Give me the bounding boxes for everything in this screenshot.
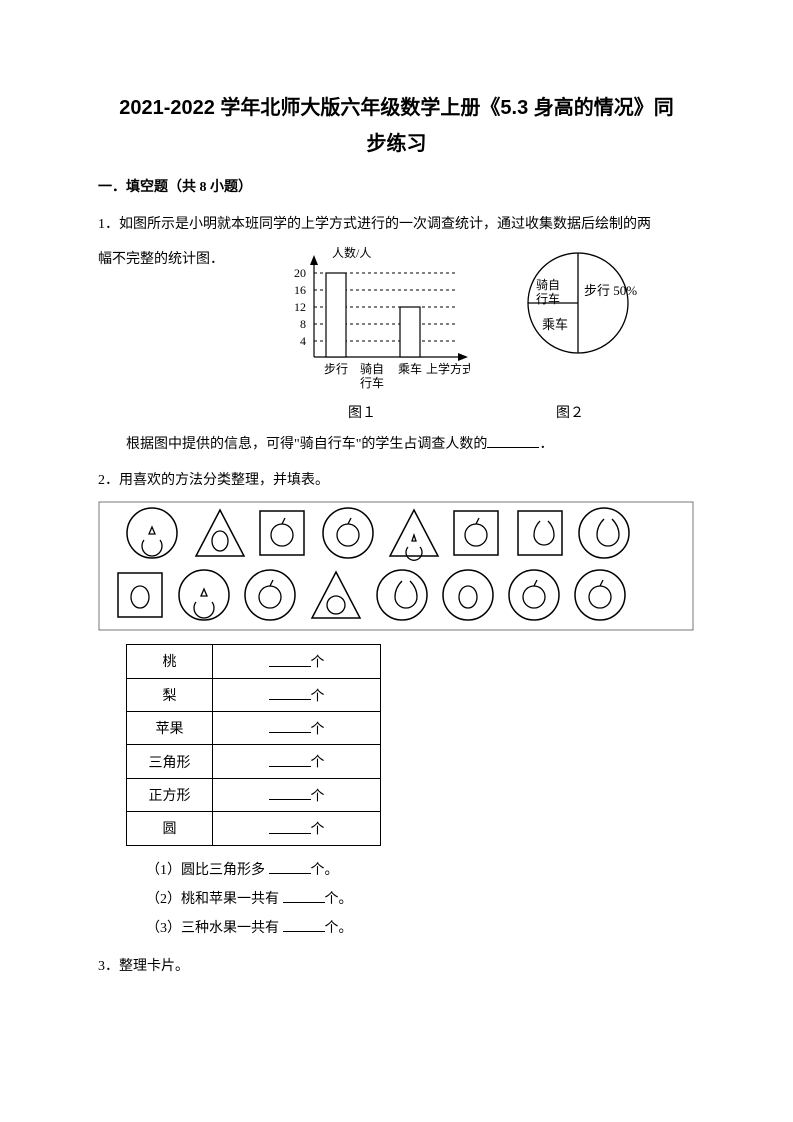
blank-answer[interactable]: [487, 433, 539, 448]
svg-text:16: 16: [294, 283, 306, 297]
q1-line1: 1．如图所示是小明就本班同学的上学方式进行的一次调查统计，通过收集数据后绘制的两: [98, 210, 695, 239]
svg-text:骑自: 骑自: [536, 278, 560, 292]
table-row: 梨个: [127, 678, 381, 711]
pie-chart: 步行 50% 骑自 行车 乘车: [516, 245, 646, 370]
svg-text:步行 50%: 步行 50%: [584, 283, 637, 298]
q2-sub3: （3）三种水果一共有 个。: [146, 914, 695, 943]
q2-sub2: （2）桃和苹果一共有 个。: [146, 885, 695, 914]
blank-answer[interactable]: [269, 685, 311, 700]
q1-post: 根据图中提供的信息，可得"骑自行车"的学生占调查人数的．: [98, 430, 695, 459]
q2: 2．用喜欢的方法分类整理，并填表。: [98, 466, 695, 495]
svg-text:20: 20: [294, 266, 306, 280]
table-row: 三角形个: [127, 745, 381, 778]
caption-1: 图１: [348, 402, 376, 422]
title-line-1: 2021-2022 学年北师大版六年级数学上册《5.3 身高的情况》同: [119, 97, 674, 119]
table-row: 正方形个: [127, 778, 381, 811]
blank-answer[interactable]: [283, 917, 325, 932]
blank-answer[interactable]: [269, 818, 311, 833]
svg-text:步行: 步行: [324, 362, 348, 376]
svg-text:12: 12: [294, 300, 306, 314]
svg-text:行车: 行车: [536, 291, 560, 306]
svg-text:乘车: 乘车: [542, 317, 568, 332]
svg-text:乘车: 乘车: [398, 361, 422, 376]
table-row: 苹果个: [127, 711, 381, 744]
page-title: 2021-2022 学年北师大版六年级数学上册《5.3 身高的情况》同 步练习: [98, 90, 695, 162]
q1-line2: 幅不完整的统计图．: [98, 245, 224, 274]
blank-answer[interactable]: [269, 651, 311, 666]
table-row: 桃个: [127, 645, 381, 678]
blank-answer[interactable]: [269, 751, 311, 766]
svg-text:8: 8: [300, 317, 306, 331]
fill-table: 桃个 梨个 苹果个 三角形个 正方形个 圆个: [126, 644, 381, 845]
caption-2: 图２: [556, 402, 584, 422]
bar-chart: 人数/人 20 16 12 8 4 步行 骑: [270, 245, 470, 400]
blank-answer[interactable]: [269, 785, 311, 800]
q3: 3．整理卡片。: [98, 952, 695, 981]
section-heading: 一．填空题（共 8 小题）: [98, 176, 695, 196]
blank-answer[interactable]: [283, 888, 325, 903]
table-row: 圆个: [127, 812, 381, 845]
svg-text:上学方式: 上学方式: [426, 361, 470, 376]
svg-text:4: 4: [300, 334, 306, 348]
shapes-figure: [98, 501, 695, 636]
q2-sub1: （1）圆比三角形多 个。: [146, 856, 695, 885]
blank-answer[interactable]: [269, 718, 311, 733]
blank-answer[interactable]: [269, 858, 311, 873]
svg-text:行车: 行车: [360, 375, 384, 390]
figure-captions: 图１ 图２: [348, 402, 695, 422]
svg-text:骑自: 骑自: [360, 362, 384, 376]
bar-ylabel: 人数/人: [332, 245, 371, 260]
q1-figures: 幅不完整的统计图． 人数/人 20 16 12 8 4: [98, 245, 695, 400]
title-line-2: 步练习: [367, 133, 427, 155]
